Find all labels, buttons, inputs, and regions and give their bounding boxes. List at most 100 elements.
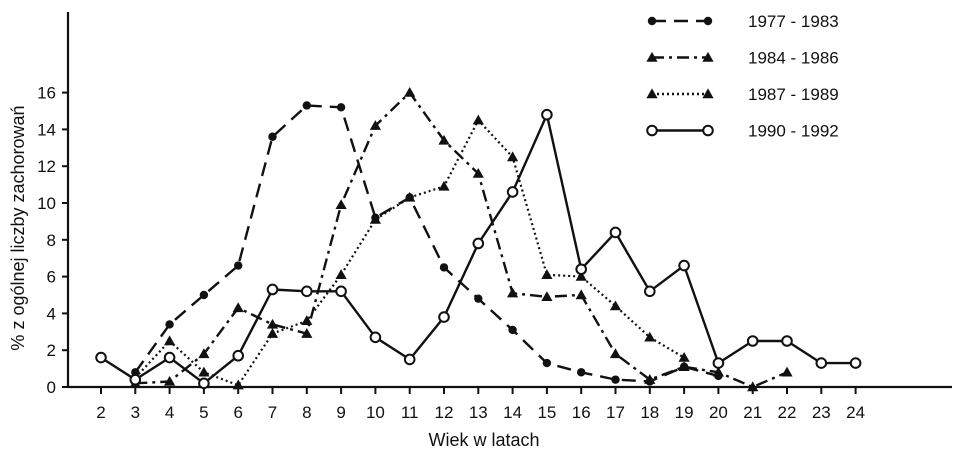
- data-point: [438, 311, 450, 323]
- data-point: [404, 87, 416, 97]
- y-axis-title: % z ogólnej liczby zachorowań: [8, 105, 28, 350]
- series-line: [134, 104, 719, 383]
- data-point: [335, 285, 347, 298]
- x-tick-label: 5: [199, 403, 208, 422]
- data-point: [781, 366, 793, 377]
- x-tick-label: 19: [675, 403, 694, 422]
- data-point: [165, 320, 174, 329]
- data-point: [302, 101, 311, 110]
- y-tick-label: 0: [47, 378, 56, 397]
- legend-marker: [646, 51, 658, 62]
- data-point: [369, 331, 382, 344]
- data-point: [95, 351, 107, 364]
- data-point: [712, 357, 725, 369]
- y-tick-label: 2: [47, 341, 56, 360]
- x-tick-label: 15: [537, 403, 556, 422]
- data-point: [575, 289, 587, 300]
- legend-item: 1987 - 1989: [646, 85, 839, 104]
- data-point: [268, 132, 277, 141]
- series-0: [131, 101, 723, 386]
- data-point: [678, 361, 690, 371]
- x-tick-label: 23: [812, 403, 831, 422]
- legend: 1977 - 1983 1984 - 1986 1987 - 1989 1990 - …: [646, 12, 839, 141]
- data-point: [644, 285, 656, 298]
- y-tick-label: 4: [47, 304, 56, 323]
- data-point: [507, 151, 519, 162]
- y-tick-label: 16: [37, 84, 56, 103]
- legend-marker: [702, 124, 714, 137]
- x-tick-label: 12: [435, 403, 454, 422]
- data-point: [266, 318, 279, 329]
- x-tick-label: 16: [572, 403, 591, 422]
- x-tick-label: 21: [743, 403, 762, 422]
- data-point: [199, 290, 209, 300]
- data-point: [815, 357, 828, 369]
- x-tick-label: 17: [606, 403, 625, 422]
- data-point: [369, 120, 381, 130]
- data-point: [266, 283, 279, 296]
- data-point: [472, 237, 485, 250]
- y-tick-label: 14: [37, 120, 56, 139]
- data-point: [577, 368, 586, 377]
- data-point: [644, 374, 656, 384]
- data-point: [508, 325, 517, 335]
- legend-item: 1977 - 1983: [647, 12, 839, 31]
- y-tick-label: 6: [47, 268, 56, 287]
- x-tick-label: 3: [131, 403, 140, 422]
- data-point: [198, 366, 210, 377]
- x-tick-label: 2: [96, 403, 105, 422]
- series-3: [95, 108, 862, 390]
- data-point: [678, 351, 690, 362]
- x-tick-label: 4: [165, 403, 174, 422]
- data-point: [541, 291, 553, 302]
- legend-item: 1990 - 1992: [646, 122, 839, 141]
- data-point: [849, 357, 862, 369]
- data-point: [542, 358, 552, 368]
- legend-marker: [646, 88, 658, 99]
- data-point: [232, 349, 244, 362]
- data-point: [781, 335, 793, 347]
- legend-marker: [702, 51, 714, 62]
- data-point: [507, 287, 519, 298]
- data-point: [404, 191, 416, 202]
- data-point: [369, 213, 381, 224]
- x-axis-title: Wiek w latach: [428, 430, 539, 450]
- data-point: [747, 381, 759, 392]
- data-point: [541, 108, 553, 121]
- legend-item: 1984 - 1986: [646, 49, 839, 68]
- x-tick-label: 11: [401, 403, 419, 422]
- data-point: [611, 375, 620, 384]
- data-point: [575, 271, 587, 281]
- data-point: [163, 351, 176, 364]
- data-point: [403, 353, 416, 366]
- series-line: [134, 119, 685, 387]
- x-tick-label: 22: [778, 403, 797, 422]
- data-point: [678, 259, 690, 272]
- x-tick-label: 13: [469, 403, 488, 422]
- data-point: [164, 335, 176, 346]
- x-tick-label: 7: [268, 403, 277, 422]
- x-tick-label: 24: [846, 403, 865, 422]
- data-point: [232, 302, 244, 313]
- x-tick-label: 8: [302, 403, 311, 422]
- series-line: [135, 91, 788, 389]
- data-point: [472, 167, 484, 178]
- x-tick-label: 18: [640, 403, 659, 422]
- data-point: [438, 180, 450, 191]
- data-point: [164, 375, 176, 386]
- legend-label: 1984 - 1986: [748, 49, 839, 68]
- data-point: [609, 300, 622, 311]
- data-point: [198, 348, 210, 359]
- data-point: [712, 366, 724, 377]
- legend-marker: [702, 88, 714, 99]
- data-point: [644, 331, 656, 342]
- data-point: [609, 348, 622, 359]
- data-point: [198, 377, 210, 390]
- data-point: [438, 134, 450, 145]
- data-point: [336, 103, 346, 112]
- data-point: [506, 186, 519, 198]
- legend-label: 1987 - 1989: [748, 85, 839, 104]
- x-tick-label: 14: [503, 403, 522, 422]
- series-2: [129, 114, 690, 390]
